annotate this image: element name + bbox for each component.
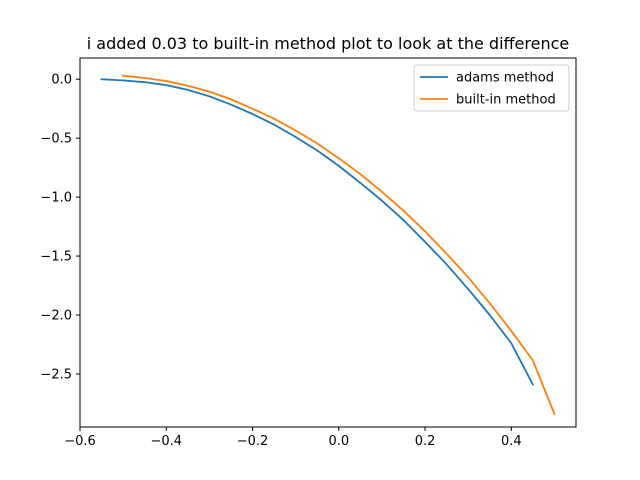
x-tick-label: 0.4: [501, 434, 522, 449]
x-tick-label: 0.2: [415, 434, 436, 449]
y-tick-label: −1.0: [40, 191, 72, 206]
legend-label-1: built-in method: [456, 93, 556, 108]
series-line-1: [122, 74, 556, 416]
axes-frame: [79, 57, 577, 428]
y-tick-label: −2.5: [40, 367, 72, 382]
plot-area: [100, 74, 556, 416]
chart-title: i added 0.03 to built-in method plot to …: [87, 34, 569, 53]
legend-box: [413, 64, 570, 112]
y-tick-label: −0.5: [40, 132, 72, 147]
x-tick-label: −0.6: [64, 434, 96, 449]
legend-label-0: adams method: [456, 71, 554, 86]
axes: −0.6 −0.4 −0.2 0.0 0.2 0.4 0.0 −0.5 −1.0 −1.5 −2.0…: [40, 57, 577, 449]
y-tick-label: −1.5: [40, 250, 72, 265]
series-line-0: [100, 78, 535, 386]
x-tick-label: −0.2: [237, 434, 269, 449]
y-tick-label: −2.0: [40, 309, 72, 324]
y-tick-label: 0.0: [51, 73, 72, 88]
x-tick-label: 0.0: [328, 434, 349, 449]
legend: adams method built-in method: [413, 64, 570, 112]
x-tick-label: −0.4: [150, 434, 182, 449]
